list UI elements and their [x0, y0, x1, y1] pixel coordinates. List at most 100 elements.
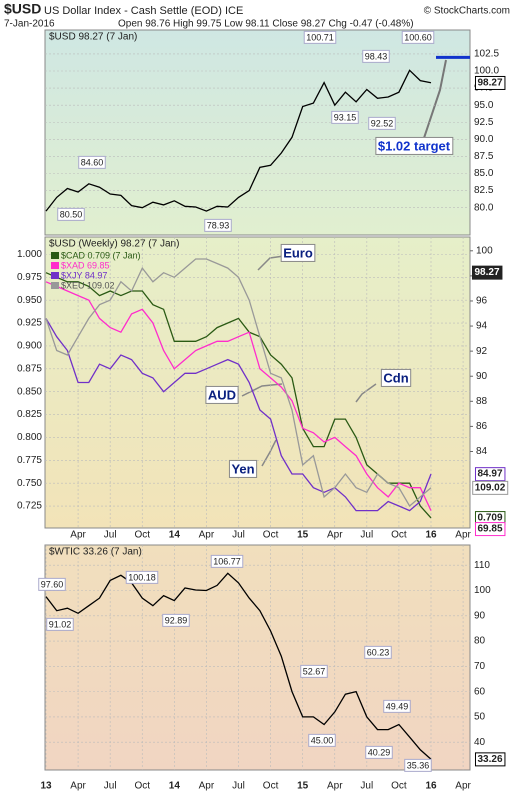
annotation: Cdn [380, 368, 412, 387]
annotation-text: 80.50 [60, 209, 83, 219]
annotation: Euro [280, 243, 316, 262]
y-tick-label: 80.0 [474, 202, 494, 213]
y-tick-label: 0.950 [17, 295, 42, 306]
instrument-name: US Dollar Index - Cash Settle (EOD) ICE [44, 5, 243, 17]
annotation: 92.52 [368, 116, 396, 130]
symbol: $USD [4, 1, 41, 17]
last-value-label-text: 109.02 [475, 482, 506, 493]
annotation-text: Euro [283, 245, 313, 260]
last-value-label-box [474, 752, 506, 767]
annotation-text: AUD [208, 387, 236, 402]
x-tick-label: Jul [360, 530, 373, 541]
annotation-box [57, 207, 85, 221]
annotation-text: 97.60 [41, 579, 64, 589]
last-value-label-box [474, 75, 506, 90]
y2-tick-label: 88 [476, 396, 488, 407]
legend-entry: $CAD 0.709 (7 Jan) [61, 250, 141, 260]
y2-tick-label: 84 [476, 446, 488, 457]
y-tick-label: 95.0 [474, 100, 494, 111]
last-value-label-box [474, 522, 506, 537]
annotation: 49.49 [383, 699, 411, 713]
annotation-box [162, 613, 190, 627]
y2-last-label-box [471, 265, 503, 280]
panel-title: $WTIC 33.26 (7 Jan) [49, 547, 142, 558]
x-tick-label: Apr [455, 530, 471, 541]
annotation-box [365, 745, 393, 759]
annotation-text: 45.00 [311, 735, 334, 745]
y2-last-label: 98.27 [471, 265, 503, 280]
annotation-text: 98.43 [365, 51, 388, 61]
annotation: 80.50 [57, 207, 85, 221]
legend-entry: $XJY 84.97 [61, 270, 107, 280]
y-tick-label: 90.0 [474, 134, 494, 145]
annotation: 92.89 [162, 613, 190, 627]
x-tick-label: Apr [327, 781, 343, 792]
y-tick-label: 0.725 [17, 501, 42, 512]
annotation-box [300, 664, 328, 678]
annotation-text: 92.89 [165, 615, 188, 625]
annotation-box [125, 570, 159, 584]
annotation: 100.60 [401, 30, 435, 44]
annotation-text: 40.29 [368, 747, 391, 757]
annotation-text: Cdn [383, 370, 408, 385]
date: 7-Jan-2016 [4, 19, 55, 30]
last-value-label-text: 0.709 [477, 513, 502, 524]
y-tick-label: 0.850 [17, 386, 42, 397]
last-value-label: 33.26 [474, 752, 506, 767]
annotation-box [46, 617, 74, 631]
annotation-text: 92.52 [371, 118, 394, 128]
annotation: 106.77 [210, 554, 244, 568]
y-tick-label: 102.5 [474, 49, 499, 60]
annotation-box [380, 368, 412, 387]
annotation-box [364, 645, 392, 659]
x-tick-label: Jul [360, 781, 373, 792]
last-value-label: 98.27 [474, 75, 506, 90]
legend-swatch [51, 252, 59, 259]
y2-tick-label: 94 [476, 321, 488, 332]
annotation-text: $1.02 target [378, 138, 451, 153]
y-tick-label: 85.0 [474, 168, 494, 179]
x-tick-label: Jul [104, 530, 117, 541]
series-line [45, 272, 432, 519]
y2-tick-label: 86 [476, 421, 488, 432]
x-tick-label: Apr [199, 530, 215, 541]
x-tick-label: 16 [425, 530, 437, 541]
target-arrow [419, 59, 447, 151]
y-tick-label: 0.825 [17, 409, 42, 420]
x-tick-label: Jul [232, 530, 245, 541]
annotation-text: 78.93 [207, 220, 230, 230]
panel-title: $USD 98.27 (7 Jan) [49, 32, 137, 43]
y-tick-label: 92.5 [474, 117, 494, 128]
x-tick-label: 15 [297, 530, 309, 541]
cdn-arrow [355, 383, 377, 403]
x-tick-label: Oct [391, 781, 407, 792]
quote: Open 98.76 High 99.75 Low 98.11 Close 98… [118, 19, 414, 30]
y-tick-label: 0.800 [17, 432, 42, 443]
y-tick-label: 40 [474, 737, 486, 748]
annotation-box [210, 554, 244, 568]
x-tick-label: Apr [70, 530, 86, 541]
annotation: 84.60 [78, 155, 106, 169]
annotation-box [375, 136, 454, 155]
annotation-box [331, 110, 359, 124]
legend-swatch [51, 272, 59, 279]
annotation-text: Yen [231, 461, 254, 476]
annotation-box [205, 385, 239, 404]
series-line [45, 318, 432, 512]
annotation-text: 100.71 [306, 32, 334, 42]
y-tick-label: 0.900 [17, 341, 42, 352]
legend-entry: $XEU 109.02 [61, 280, 115, 290]
y-tick-label: 70 [474, 661, 486, 672]
credit: © StockCharts.com [424, 6, 510, 17]
annotation-text: 49.49 [386, 701, 409, 711]
annotation: 78.93 [204, 218, 232, 232]
y-tick-label: 87.5 [474, 151, 494, 162]
yen-arrow [261, 439, 277, 467]
y-tick-label: 90 [474, 610, 486, 621]
x-tick-label: Jul [232, 781, 245, 792]
y-tick-label: 0.775 [17, 455, 42, 466]
last-value-label-text: 98.27 [477, 77, 502, 88]
series-line [45, 69, 432, 212]
annotation-box [368, 116, 396, 130]
